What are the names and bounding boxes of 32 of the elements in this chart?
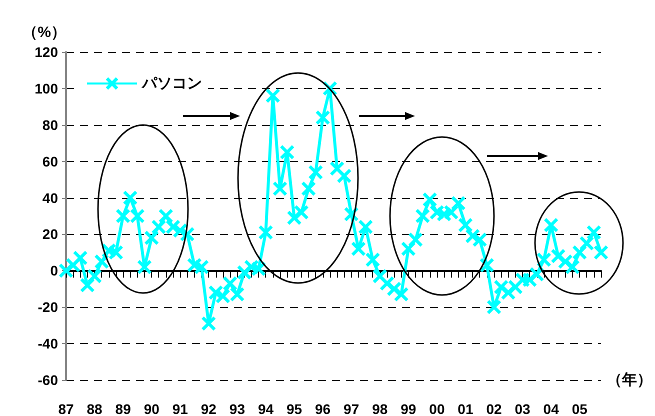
x-tick-label: 93 — [229, 401, 246, 416]
y-tick-label: 120 — [34, 44, 58, 60]
y-tick-label: 20 — [42, 226, 58, 242]
x-tick-label: 04 — [543, 401, 560, 416]
x-tick-label: 97 — [344, 401, 360, 416]
y-tick-label: 0 — [50, 262, 58, 279]
x-tick-label: 01 — [458, 401, 474, 416]
x-tick-label: 96 — [315, 401, 331, 416]
y-tick-label: -40 — [38, 336, 58, 352]
y-tick-label: 40 — [42, 190, 58, 206]
x-tick-label: 99 — [400, 401, 416, 416]
x-tick-label: 91 — [172, 401, 188, 416]
x-tick-label: 92 — [200, 401, 217, 416]
x-tick-label: 90 — [144, 401, 160, 416]
x-tick-label: 05 — [572, 401, 588, 416]
legend-label: パソコン — [141, 75, 202, 92]
x-tick-label: 94 — [258, 401, 274, 416]
y-tick-label: 80 — [42, 116, 58, 133]
y-tick-label: 60 — [42, 153, 58, 170]
x-tick-label: 95 — [286, 401, 302, 416]
x-tick-label: 87 — [58, 401, 74, 416]
x-tick-label: 89 — [115, 401, 132, 416]
x-tick-label: 03 — [514, 401, 531, 416]
y-tick-label: 100 — [34, 80, 58, 96]
x-tick-label: 00 — [429, 401, 445, 416]
y-axis-title: （%） — [22, 24, 66, 41]
x-axis-title: （年） — [607, 372, 652, 388]
x-tick-label: 88 — [86, 401, 103, 416]
x-tick-label: 98 — [372, 401, 388, 416]
x-tick-label: 02 — [486, 401, 502, 416]
y-tick-label: -20 — [38, 299, 58, 316]
y-tick-label: -60 — [38, 372, 58, 388]
